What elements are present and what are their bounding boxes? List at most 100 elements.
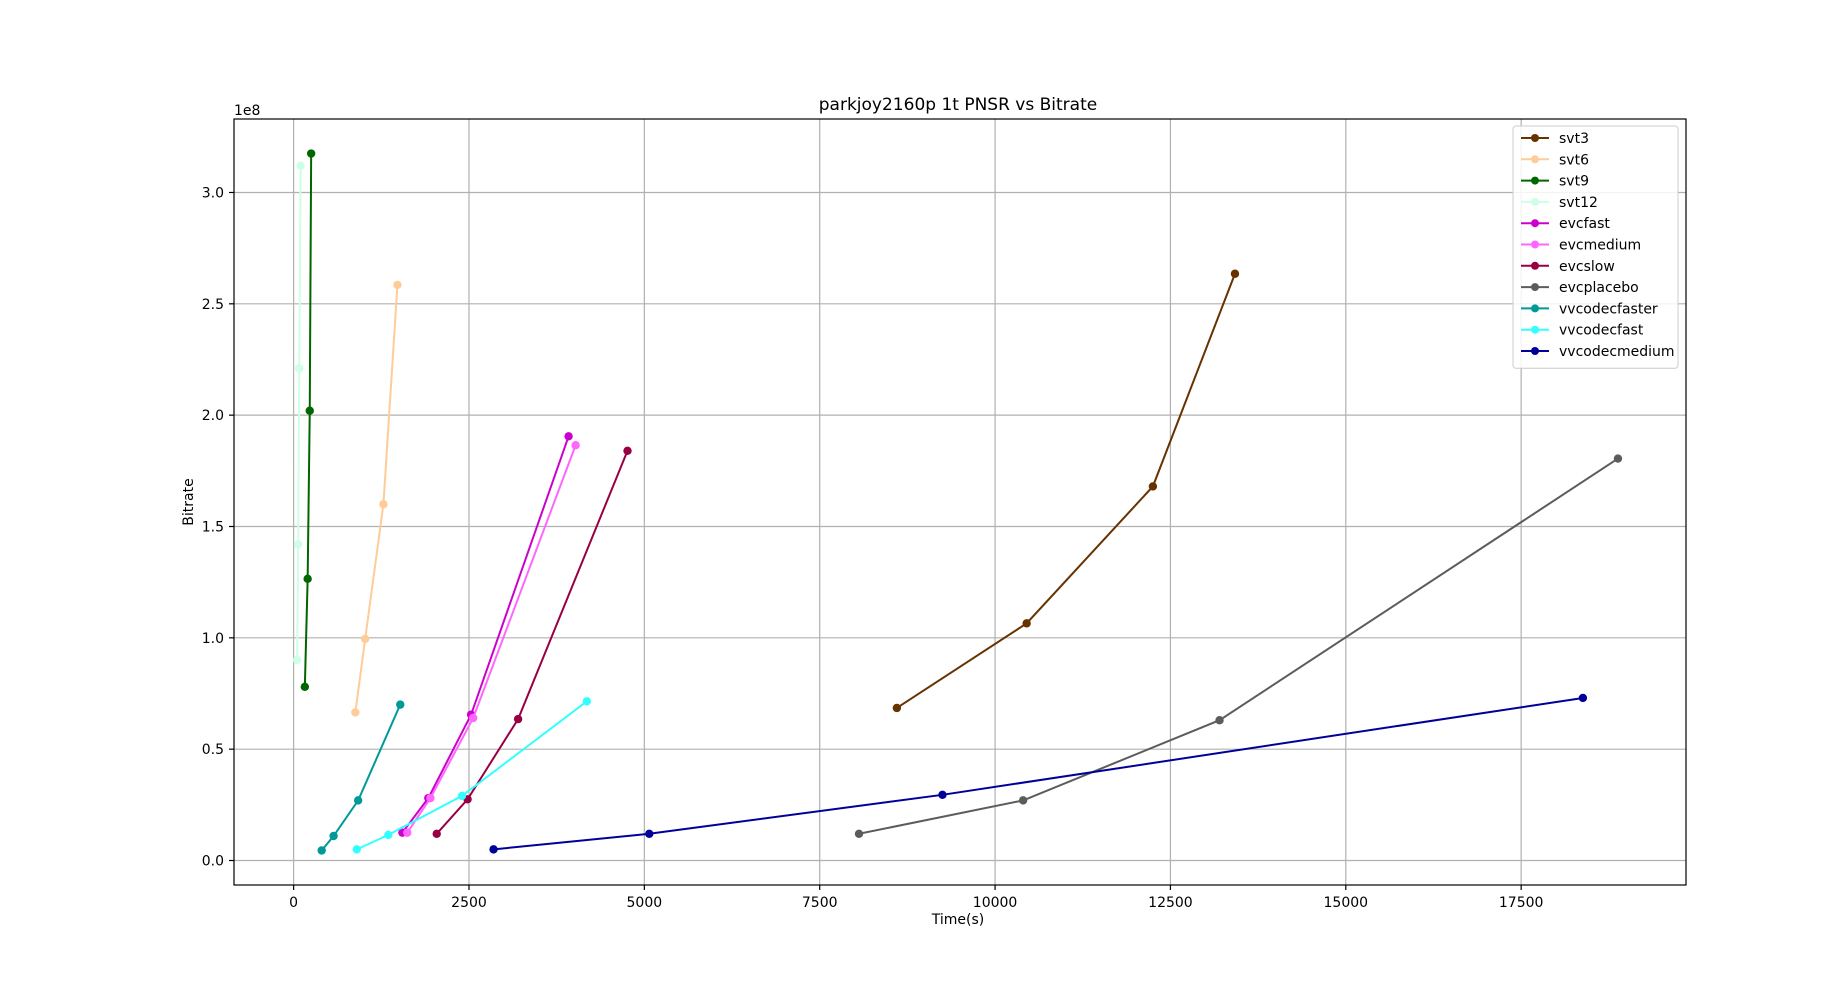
legend-label: evcfast — [1559, 216, 1610, 232]
legend-marker — [1531, 134, 1539, 142]
data-point-svt3 — [1148, 482, 1158, 491]
x-tick-label: 17500 — [1499, 895, 1544, 911]
x-axis-label: Time(s) — [931, 912, 984, 928]
data-point-vvcodecmedium — [489, 845, 498, 854]
data-point-svt6 — [379, 500, 388, 509]
x-tick-label: 2500 — [451, 895, 487, 911]
series-vvcodecmedium — [489, 693, 1588, 854]
series-layer — [292, 149, 1623, 855]
legend-marker — [1531, 155, 1539, 164]
series-svt12 — [292, 161, 305, 665]
legend: svt3 svt6 svt9 svt12 evcfast evcmedium evcslow… — [1512, 125, 1679, 369]
series-vvcodecfast — [352, 697, 592, 854]
x-tick-label: 7500 — [802, 895, 838, 911]
series-vvcodecfaster — [317, 700, 405, 855]
y-tick-label: 0.0 — [202, 854, 224, 870]
series-evcplacebo — [854, 454, 1623, 838]
series-evcslow — [432, 446, 632, 838]
data-point-vvcodecfaster — [317, 846, 326, 855]
data-point-evcplacebo — [1018, 796, 1028, 805]
series-svt9 — [300, 149, 316, 692]
data-point-svt6 — [360, 634, 370, 644]
data-point-evcplacebo — [854, 829, 864, 838]
data-point-vvcodecfast — [457, 791, 467, 801]
series-line-svt3 — [896, 273, 1236, 709]
legend-item-evcmedium: evcmedium — [1521, 238, 1641, 254]
legend-marker — [1531, 176, 1539, 185]
data-point-vvcodecmedium — [938, 790, 947, 800]
legend-marker — [1531, 347, 1539, 355]
legend-item-svt9: svt9 — [1521, 174, 1589, 190]
legend-marker — [1531, 283, 1539, 292]
series-line-evcmedium — [406, 444, 577, 834]
legend-label: vvcodecmedium — [1559, 344, 1675, 360]
data-point-vvcodecmedium — [1578, 693, 1588, 703]
x-tick-label: 0 — [289, 895, 298, 911]
x-tick-label: 15000 — [1324, 895, 1369, 911]
data-point-vvcodecfaster — [353, 796, 363, 805]
chart-title: parkjoy2160p 1t PNSR vs Bitrate — [819, 95, 1097, 115]
data-point-vvcodecfast — [352, 845, 361, 854]
data-point-svt3 — [892, 703, 902, 713]
data-point-evcslow — [432, 829, 441, 838]
series-line-svt6 — [354, 284, 399, 713]
y-tick-label: 2.0 — [202, 408, 224, 424]
data-point-evcmedium — [571, 441, 580, 450]
data-point-evcmedium — [426, 793, 435, 803]
legend-item-evcslow: evcslow — [1521, 259, 1615, 275]
legend-label: vvcodecfast — [1559, 323, 1644, 339]
data-point-evcmedium — [403, 828, 412, 837]
y-tick-label: 2.5 — [202, 297, 224, 313]
series-evcmedium — [403, 441, 580, 837]
legend-label: vvcodecfaster — [1559, 301, 1658, 317]
legend-box — [1512, 125, 1679, 369]
series-svt6 — [351, 280, 402, 717]
legend-item-vvcodecmedium: vvcodecmedium — [1521, 344, 1675, 360]
y-tick-label: 1.5 — [202, 519, 224, 535]
y-tick-label: 0.5 — [202, 742, 224, 758]
legend-label: evcmedium — [1559, 238, 1641, 254]
series-line-vvcodecfast — [356, 700, 588, 851]
legend-marker — [1531, 304, 1539, 313]
series-line-vvcodecmedium — [493, 696, 1584, 851]
y-tick-label: 1.0 — [202, 631, 224, 647]
x-tick-label: 5000 — [627, 895, 663, 911]
data-point-svt12 — [295, 364, 304, 373]
data-point-vvcodecfast — [384, 830, 393, 840]
legend-marker — [1531, 261, 1539, 270]
data-point-svt9 — [303, 574, 312, 584]
legend-item-svt6: svt6 — [1521, 152, 1589, 168]
legend-item-svt12: svt12 — [1521, 195, 1598, 211]
y-axis-label: Bitrate — [181, 478, 197, 525]
legend-item-vvcodecfaster: vvcodecfaster — [1521, 301, 1658, 317]
y-tick-label: 3.0 — [202, 185, 224, 201]
legend-label: svt9 — [1559, 174, 1589, 190]
data-point-svt9 — [305, 406, 314, 415]
data-point-evcmedium — [468, 713, 478, 723]
data-point-svt6 — [393, 280, 402, 290]
series-line-evcplacebo — [858, 457, 1619, 835]
data-point-evcfast — [564, 432, 573, 441]
legend-item-evcplacebo: evcplacebo — [1521, 280, 1639, 296]
series-line-vvcodecfaster — [320, 704, 402, 852]
data-point-vvcodecfaster — [396, 700, 405, 709]
data-point-svt3 — [1022, 619, 1031, 628]
legend-label: svt6 — [1559, 152, 1589, 168]
legend-item-evcfast: evcfast — [1521, 216, 1610, 232]
legend-marker — [1531, 240, 1539, 249]
series-line-svt12 — [296, 165, 302, 661]
data-point-svt9 — [300, 682, 310, 692]
data-point-svt12 — [293, 540, 303, 549]
x-tick-label: 12500 — [1148, 895, 1193, 911]
data-point-svt3 — [1230, 269, 1240, 278]
legend-marker — [1531, 197, 1539, 206]
data-point-evcslow — [513, 714, 523, 724]
legend-marker — [1531, 325, 1539, 334]
data-point-svt12 — [292, 655, 302, 665]
series-line-svt9 — [303, 153, 313, 687]
series-line-evcfast — [401, 435, 570, 834]
legend-label: svt3 — [1559, 131, 1589, 147]
data-point-vvcodecfast — [582, 697, 592, 706]
legend-item-vvcodecfast: vvcodecfast — [1521, 323, 1644, 339]
